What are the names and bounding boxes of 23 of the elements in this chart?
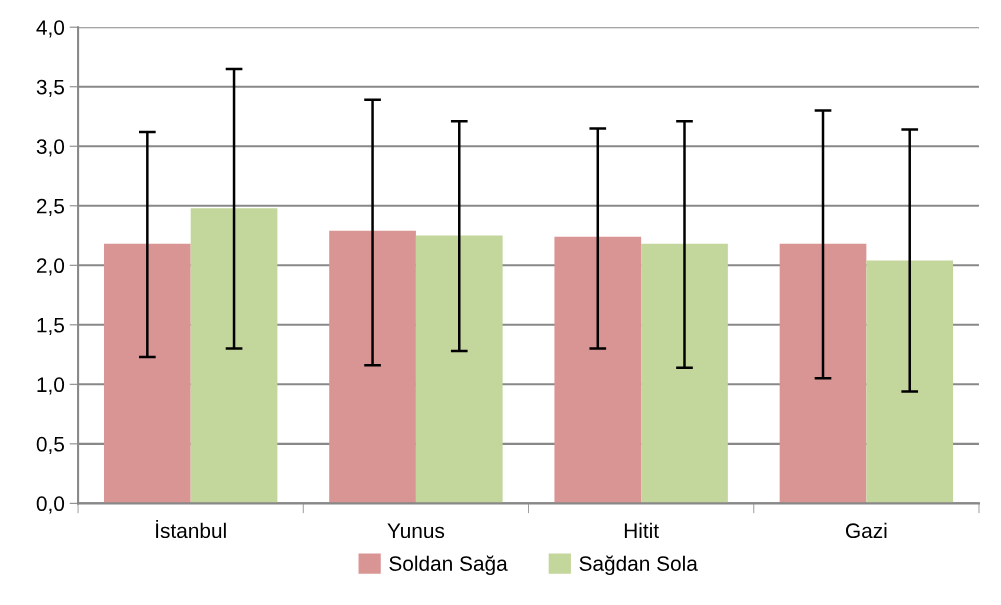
x-tick-label: Hitit	[624, 522, 659, 539]
bar	[415, 235, 503, 504]
y-tick-label: 2,5	[36, 198, 65, 216]
x-tick-label: Gazi	[846, 522, 887, 539]
y-tick-label: 1,5	[37, 318, 65, 336]
x-tick-label: İstanbul	[156, 519, 226, 539]
bar	[866, 260, 954, 504]
y-tick-label: 0,5	[36, 436, 65, 455]
y-tick-label: 0,0	[36, 496, 65, 514]
bar	[554, 236, 642, 504]
y-tick-label: 3,5	[36, 79, 65, 97]
bar	[779, 243, 867, 504]
bar	[329, 230, 416, 504]
y-tick-label: 3,0	[36, 139, 65, 157]
y-tick-label: 1,0	[37, 377, 65, 395]
bar	[641, 243, 728, 504]
bar	[190, 208, 278, 504]
legend-label: Sağdan Sola	[579, 555, 698, 576]
bar	[103, 243, 191, 504]
y-tick-label: 2,0	[36, 258, 65, 276]
legend-label: Soldan Sağa	[389, 555, 508, 576]
x-tick-label: Yunus	[387, 523, 445, 539]
y-tick-label: 4,0	[36, 20, 65, 38]
